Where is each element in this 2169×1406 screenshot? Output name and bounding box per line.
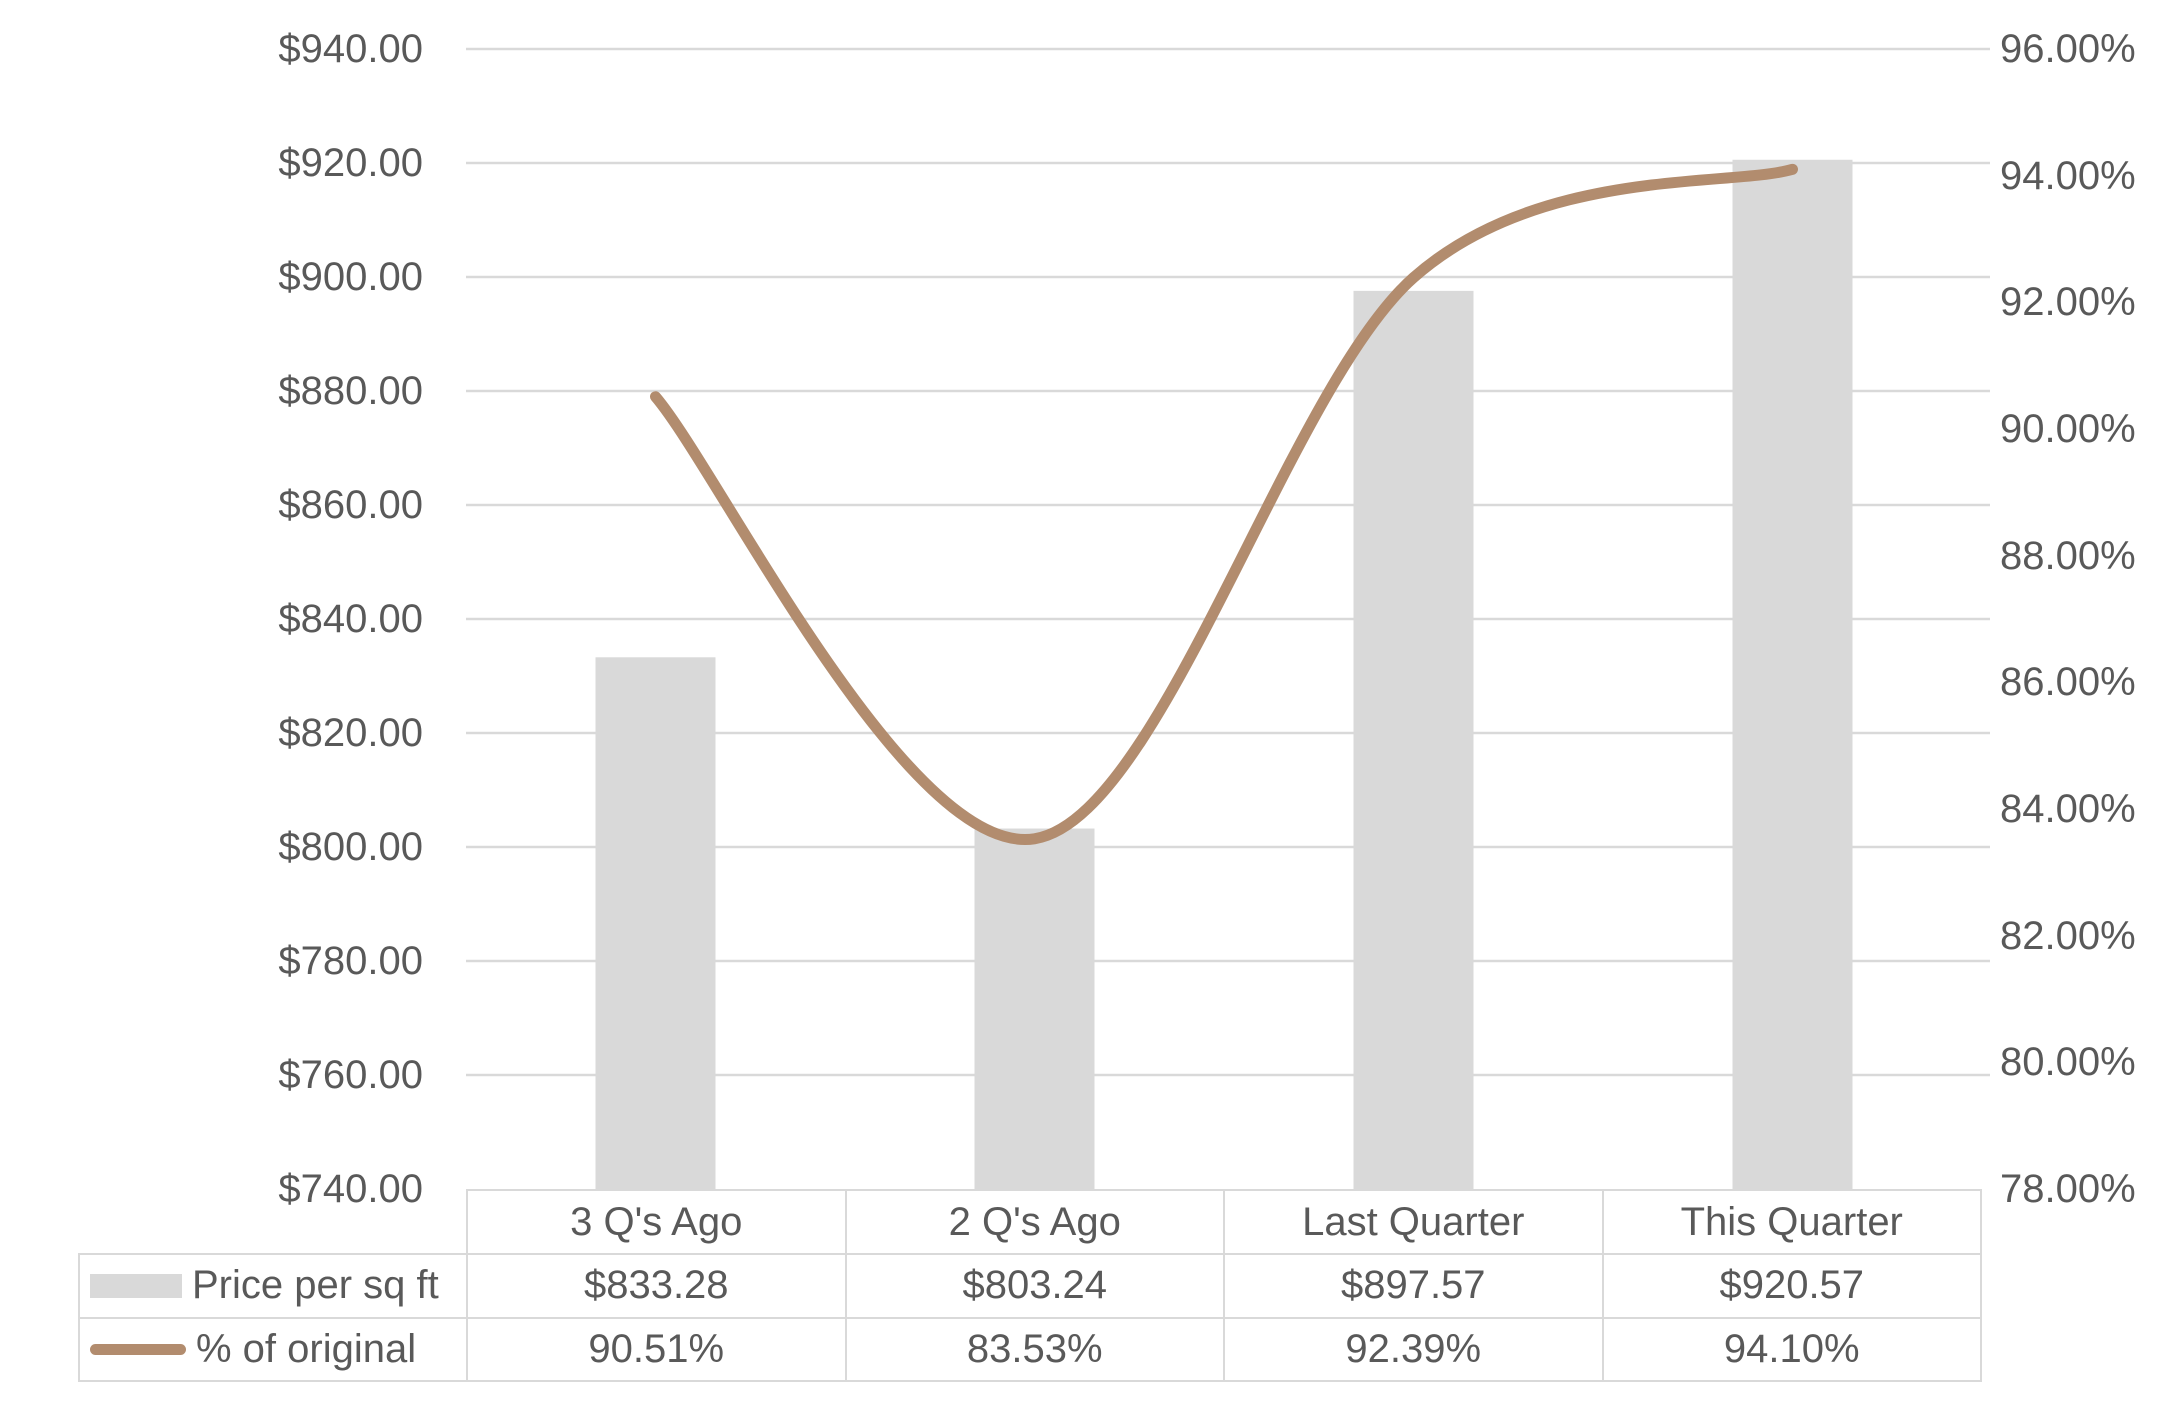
left-axis-tick-label: $900.00 (278, 255, 423, 299)
left-axis-tick-label: $860.00 (278, 483, 423, 527)
right-axis-tick-label: 86.00% (2000, 660, 2136, 705)
left-axis-tick-label: $800.00 (278, 825, 423, 869)
bar-This Quarter (1732, 159, 1853, 1190)
data-table-value-cell: $833.28 (468, 1255, 847, 1319)
legend-cell-pct-of-original: % of original (80, 1318, 468, 1382)
legend-cell-price-per-sq-ft: Price per sq ft (80, 1255, 468, 1319)
line-series-swatch-icon (90, 1343, 186, 1355)
bar-3 Q's Ago (595, 657, 716, 1189)
data-table-value-cell: 92.39% (1225, 1318, 1604, 1382)
right-axis-tick-label: 78.00% (2000, 1167, 2136, 1211)
left-axis-tick-label: $880.00 (278, 369, 423, 413)
data-table-header-row: 3 Q's Ago 2 Q's Ago Last Quarter This Quart… (466, 1189, 1982, 1253)
bar-series-swatch-icon (90, 1273, 182, 1298)
data-table-category-header: 2 Q's Ago (847, 1191, 1225, 1253)
left-axis-tick-label: $760.00 (278, 1053, 423, 1097)
series-name-label: Price per sq ft (192, 1263, 439, 1308)
left-axis-tick-label: $940.00 (278, 27, 423, 71)
left-axis-tick-label: $740.00 (278, 1167, 423, 1211)
bar-series (595, 159, 1853, 1190)
series-name-label: % of original (196, 1326, 417, 1371)
left-axis-tick-label: $780.00 (278, 939, 423, 983)
right-axis-tick-label: 84.00% (2000, 787, 2136, 831)
data-table-value-cell: 83.53% (846, 1318, 1225, 1382)
left-axis-tick-label: $820.00 (278, 711, 423, 755)
left-axis-tick-label: $840.00 (278, 597, 423, 641)
data-table-value-cell: 94.10% (1603, 1318, 1982, 1382)
data-table: 3 Q's Ago 2 Q's Ago Last Quarter This Quart… (78, 1189, 1982, 1382)
data-table-value-cell: $920.57 (1603, 1255, 1982, 1319)
right-axis-tick-label: 90.00% (2000, 407, 2136, 451)
right-axis-tick-label: 94.00% (2000, 153, 2136, 198)
line-series-path (650, 163, 1798, 845)
bar-Last Quarter (1353, 290, 1474, 1189)
data-table-body: Price per sq ft $833.28 $803.24 $897.57 $920… (78, 1253, 1982, 1382)
right-axis-tick-label: 82.00% (2000, 913, 2136, 958)
left-axis-tick-label: $920.00 (278, 141, 423, 185)
right-axis-tick-label: 92.00% (2000, 280, 2136, 325)
right-axis-tick-label: 96.00% (2000, 27, 2136, 71)
data-table-category-header: Last Quarter (1225, 1191, 1604, 1253)
data-table-value-cell: $803.24 (846, 1255, 1225, 1319)
right-axis-tick-label: 80.00% (2000, 1040, 2136, 1085)
bar-2 Q's Ago (974, 828, 1095, 1189)
data-table-category-header: 3 Q's Ago (468, 1191, 847, 1253)
data-table-value-cell: 90.51% (468, 1318, 847, 1382)
right-axis-tick-label: 88.00% (2000, 533, 2136, 578)
data-table-value-cell: $897.57 (1225, 1255, 1604, 1319)
data-table-category-header: This Quarter (1604, 1191, 1982, 1253)
